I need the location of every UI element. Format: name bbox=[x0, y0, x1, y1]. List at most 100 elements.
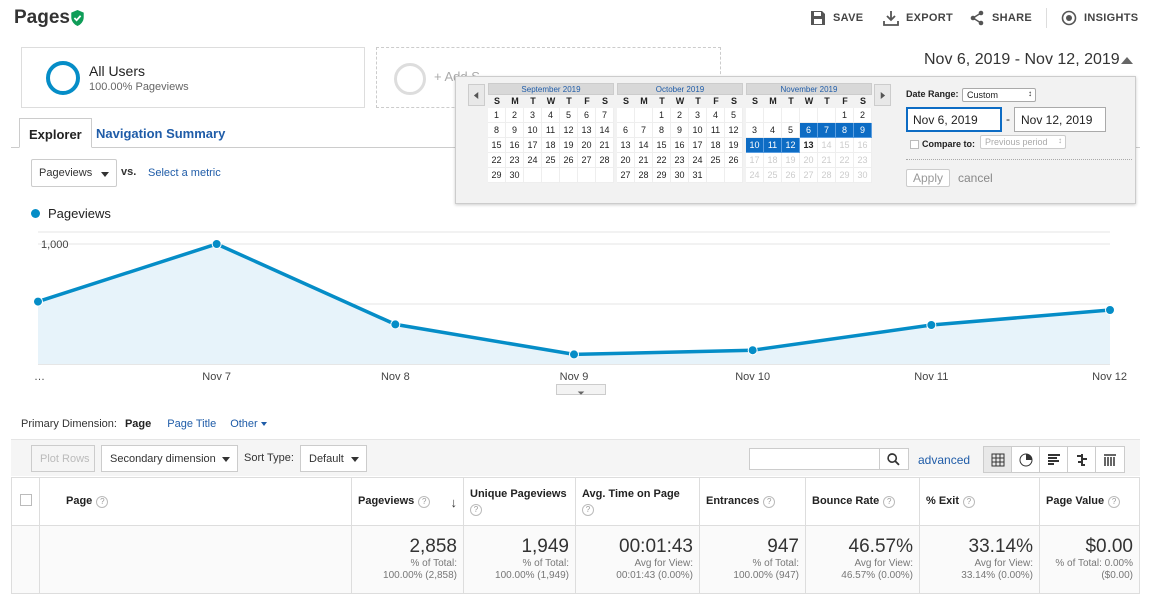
pivot-view-icon[interactable] bbox=[1096, 447, 1124, 472]
comparison-view-icon[interactable] bbox=[1068, 447, 1096, 472]
calendar-day[interactable]: 10 bbox=[689, 123, 707, 138]
select-all-checkbox[interactable] bbox=[11, 477, 40, 526]
calendar-day[interactable]: 6 bbox=[578, 108, 596, 123]
calendar-day[interactable]: 8 bbox=[488, 123, 506, 138]
calendar-day[interactable]: 12 bbox=[560, 123, 578, 138]
calendar-day[interactable]: 5 bbox=[560, 108, 578, 123]
calendar-day[interactable]: 7 bbox=[818, 123, 836, 138]
insights-button[interactable]: INSIGHTS bbox=[1061, 10, 1138, 26]
calendar-day[interactable]: 20 bbox=[578, 138, 596, 153]
calendar-day[interactable]: 24 bbox=[524, 153, 542, 168]
help-icon[interactable]: ? bbox=[96, 496, 109, 508]
calendar-day[interactable]: 27 bbox=[617, 168, 635, 183]
calendar-day[interactable]: 30 bbox=[854, 168, 872, 183]
calendar-day[interactable]: 25 bbox=[707, 153, 725, 168]
calendar-day[interactable]: 1 bbox=[836, 108, 854, 123]
calendar-day[interactable]: 23 bbox=[671, 153, 689, 168]
calendar-day[interactable]: 4 bbox=[764, 123, 782, 138]
select-metric-link[interactable]: Select a metric bbox=[148, 167, 221, 179]
calendar-day[interactable]: 11 bbox=[707, 123, 725, 138]
calendar-day[interactable]: 26 bbox=[725, 153, 743, 168]
calendar-day[interactable]: 7 bbox=[596, 108, 614, 123]
column-header-avg-time[interactable]: Avg. Time on Page? bbox=[575, 477, 700, 526]
calendar-day[interactable]: 20 bbox=[800, 153, 818, 168]
calendar-day[interactable]: 10 bbox=[524, 123, 542, 138]
calendar-day[interactable]: 15 bbox=[488, 138, 506, 153]
segment-all-users[interactable]: All Users 100.00% Pageviews bbox=[21, 47, 365, 108]
calendar-day[interactable]: 31 bbox=[689, 168, 707, 183]
column-header-entrances[interactable]: Entrances? bbox=[699, 477, 806, 526]
calendar-day[interactable]: 28 bbox=[596, 153, 614, 168]
pie-view-icon[interactable] bbox=[1012, 447, 1040, 472]
calendar-day[interactable]: 27 bbox=[578, 153, 596, 168]
calendar-day[interactable]: 17 bbox=[524, 138, 542, 153]
calendar-day[interactable]: 19 bbox=[725, 138, 743, 153]
calendar-day[interactable]: 29 bbox=[653, 168, 671, 183]
help-icon[interactable]: ? bbox=[418, 496, 431, 508]
dimension-page-title[interactable]: Page Title bbox=[167, 418, 217, 430]
tab-navigation-summary[interactable]: Navigation Summary bbox=[96, 126, 226, 141]
calendar-day[interactable]: 28 bbox=[818, 168, 836, 183]
compare-select[interactable]: Previous period ↕ bbox=[980, 135, 1066, 149]
calendar-day[interactable]: 26 bbox=[782, 168, 800, 183]
checkbox[interactable] bbox=[19, 494, 32, 506]
calendar-day[interactable]: 24 bbox=[689, 153, 707, 168]
chart-resize-handle[interactable] bbox=[556, 384, 606, 395]
calendar-day[interactable]: 17 bbox=[689, 138, 707, 153]
calendar-day[interactable]: 18 bbox=[542, 138, 560, 153]
calendar-day[interactable]: 11 bbox=[764, 138, 782, 153]
calendar-day[interactable]: 10 bbox=[746, 138, 764, 153]
calendar-day[interactable]: 24 bbox=[746, 168, 764, 183]
calendar-day[interactable]: 9 bbox=[854, 123, 872, 138]
calendar-day[interactable]: 23 bbox=[854, 153, 872, 168]
calendar-day[interactable]: 22 bbox=[836, 153, 854, 168]
calendar-day[interactable]: 7 bbox=[635, 123, 653, 138]
sort-type-select[interactable]: Default bbox=[300, 445, 367, 472]
start-date-input[interactable]: Nov 6, 2019 bbox=[906, 107, 1002, 132]
end-date-input[interactable]: Nov 12, 2019 bbox=[1014, 107, 1106, 132]
calendar-day[interactable]: 30 bbox=[671, 168, 689, 183]
calendar-day[interactable]: 1 bbox=[488, 108, 506, 123]
calendar-day[interactable]: 15 bbox=[836, 138, 854, 153]
cancel-link[interactable]: cancel bbox=[958, 171, 993, 185]
share-button[interactable]: SHARE bbox=[969, 10, 1032, 26]
calendar-day[interactable]: 28 bbox=[635, 168, 653, 183]
column-header-unique-pageviews[interactable]: Unique Pageviews? bbox=[463, 477, 576, 526]
dimension-page[interactable]: Page bbox=[124, 418, 152, 430]
next-month-button[interactable] bbox=[874, 84, 891, 106]
date-range-select[interactable]: Custom ↕ bbox=[962, 88, 1036, 102]
calendar-day[interactable]: 19 bbox=[782, 153, 800, 168]
help-icon[interactable]: ? bbox=[470, 503, 482, 516]
export-button[interactable]: EXPORT bbox=[883, 10, 953, 26]
help-icon[interactable]: ? bbox=[883, 496, 896, 508]
calendar-day[interactable]: 12 bbox=[782, 138, 800, 153]
calendar-day[interactable]: 9 bbox=[671, 123, 689, 138]
calendar-day[interactable]: 25 bbox=[764, 168, 782, 183]
calendar-day[interactable]: 13 bbox=[800, 138, 818, 153]
help-icon[interactable]: ? bbox=[1108, 496, 1121, 508]
calendar-day[interactable]: 9 bbox=[506, 123, 524, 138]
calendar-day[interactable]: 14 bbox=[818, 138, 836, 153]
calendar-day[interactable]: 2 bbox=[506, 108, 524, 123]
calendar-day[interactable]: 27 bbox=[800, 168, 818, 183]
dimension-other[interactable]: Other bbox=[230, 418, 267, 430]
calendar-day[interactable]: 5 bbox=[782, 123, 800, 138]
apply-button[interactable]: Apply bbox=[906, 169, 951, 187]
calendar-day[interactable]: 13 bbox=[617, 138, 635, 153]
save-button[interactable]: SAVE bbox=[810, 10, 863, 26]
compare-checkbox[interactable] bbox=[910, 140, 919, 149]
calendar-day[interactable]: 12 bbox=[725, 123, 743, 138]
calendar-day[interactable]: 30 bbox=[506, 168, 524, 183]
calendar-day[interactable]: 1 bbox=[653, 108, 671, 123]
calendar-day[interactable]: 29 bbox=[488, 168, 506, 183]
column-header-page[interactable]: Page? bbox=[39, 477, 352, 526]
calendar-day[interactable]: 19 bbox=[560, 138, 578, 153]
calendar-day[interactable]: 13 bbox=[578, 123, 596, 138]
calendar-day[interactable]: 14 bbox=[635, 138, 653, 153]
calendar-day[interactable]: 21 bbox=[596, 138, 614, 153]
prev-month-button[interactable] bbox=[468, 84, 485, 106]
help-icon[interactable]: ? bbox=[963, 496, 976, 508]
table-view-icon[interactable] bbox=[984, 447, 1012, 472]
calendar-day[interactable]: 18 bbox=[707, 138, 725, 153]
secondary-dimension-select[interactable]: Secondary dimension bbox=[101, 445, 238, 472]
